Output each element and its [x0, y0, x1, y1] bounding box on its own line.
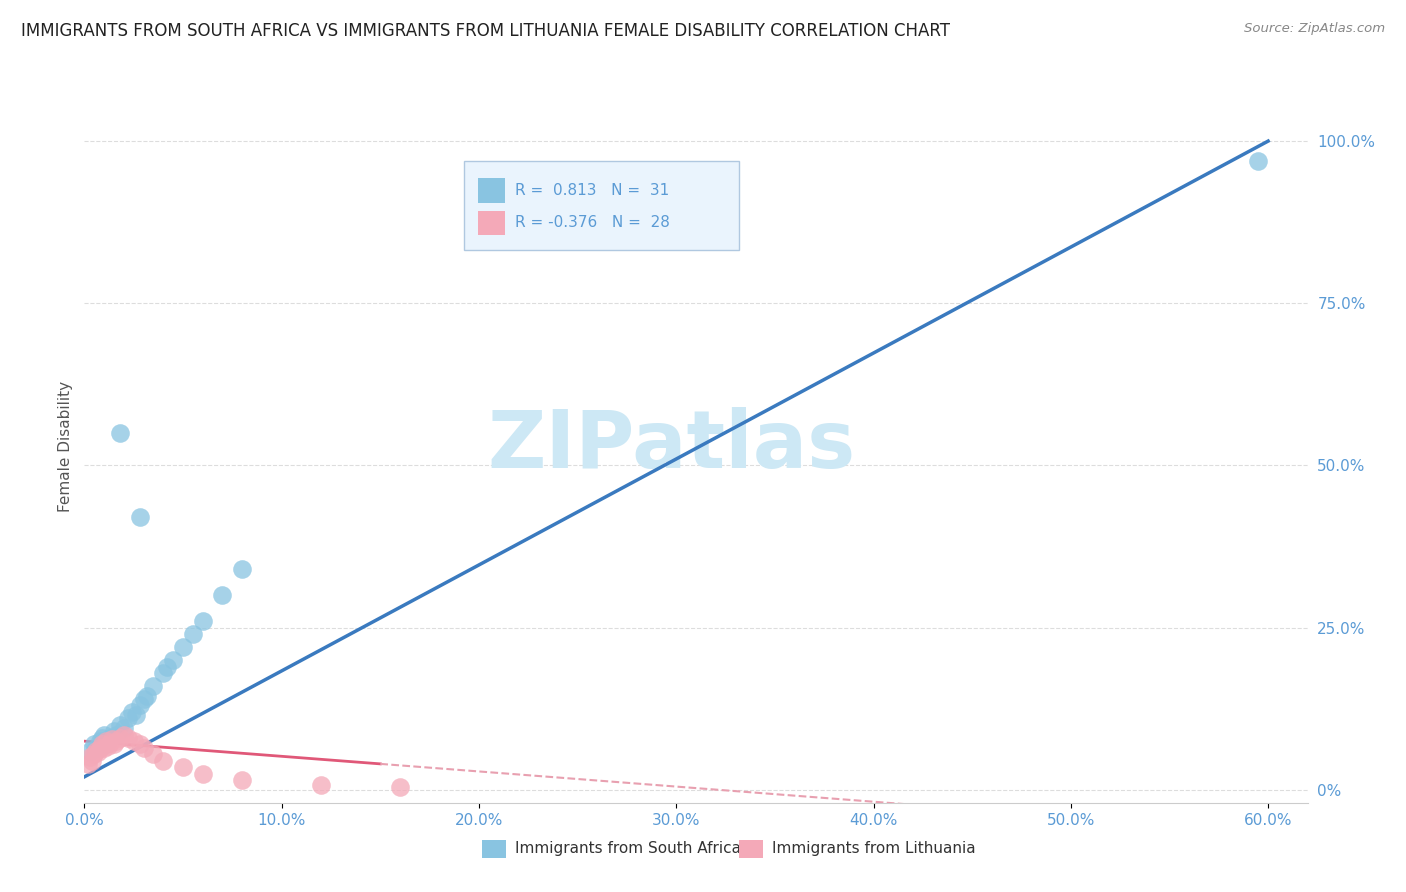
Point: [83, 747, 105, 761]
Point: [98, 731, 121, 745]
Point: [128, 698, 150, 713]
Point: [172, 640, 194, 654]
Point: [104, 734, 127, 748]
Point: [389, 780, 412, 794]
Point: [231, 773, 253, 788]
Point: [142, 747, 165, 761]
Point: [172, 760, 194, 774]
Text: ZIPatlas: ZIPatlas: [488, 407, 856, 485]
Point: [191, 766, 214, 780]
Point: [101, 732, 124, 747]
Point: [156, 659, 179, 673]
Text: R =  0.813   N =  31: R = 0.813 N = 31: [515, 183, 669, 198]
Y-axis label: Female Disability: Female Disability: [58, 380, 73, 512]
Point: [94, 734, 117, 748]
Point: [231, 562, 253, 576]
Point: [1247, 153, 1270, 168]
Point: [87, 745, 110, 759]
Point: [103, 724, 125, 739]
Text: Immigrants from Lithuania: Immigrants from Lithuania: [772, 841, 976, 856]
Point: [91, 731, 114, 745]
Point: [108, 718, 131, 732]
Point: [103, 738, 125, 752]
Point: [93, 740, 115, 755]
Point: [309, 778, 332, 792]
Point: [89, 734, 111, 748]
Point: [136, 689, 159, 703]
Point: [112, 728, 135, 742]
Point: [104, 728, 127, 742]
Point: [132, 740, 155, 755]
Point: [82, 754, 104, 768]
Point: [128, 738, 150, 752]
Point: [152, 754, 174, 768]
Point: [77, 756, 100, 771]
Point: [117, 731, 139, 745]
Point: [98, 736, 121, 750]
Text: R = -0.376   N =  28: R = -0.376 N = 28: [515, 215, 669, 230]
Point: [108, 731, 131, 745]
Point: [84, 740, 107, 755]
Point: [211, 588, 233, 602]
FancyBboxPatch shape: [482, 840, 506, 858]
Point: [142, 679, 165, 693]
Point: [97, 734, 120, 748]
FancyBboxPatch shape: [738, 840, 763, 858]
Point: [79, 750, 101, 764]
FancyBboxPatch shape: [464, 161, 738, 250]
Point: [132, 692, 155, 706]
Text: Immigrants from South Africa: Immigrants from South Africa: [515, 841, 741, 856]
Text: Source: ZipAtlas.com: Source: ZipAtlas.com: [1244, 22, 1385, 36]
Point: [97, 739, 120, 753]
Point: [108, 425, 131, 440]
Point: [79, 744, 101, 758]
Point: [124, 708, 146, 723]
FancyBboxPatch shape: [478, 211, 505, 235]
FancyBboxPatch shape: [478, 178, 505, 203]
Text: IMMIGRANTS FROM SOUTH AFRICA VS IMMIGRANTS FROM LITHUANIA FEMALE DISABILITY CORR: IMMIGRANTS FROM SOUTH AFRICA VS IMMIGRAN…: [21, 22, 950, 40]
Point: [89, 740, 111, 755]
Point: [94, 738, 117, 752]
Point: [83, 738, 105, 752]
Point: [162, 653, 184, 667]
Point: [112, 721, 135, 735]
Point: [128, 510, 150, 524]
Point: [122, 734, 145, 748]
Point: [117, 711, 139, 725]
Point: [93, 728, 115, 742]
Point: [152, 666, 174, 681]
Point: [84, 744, 107, 758]
Point: [121, 705, 143, 719]
Point: [91, 738, 114, 752]
Point: [181, 627, 204, 641]
Point: [191, 614, 214, 628]
